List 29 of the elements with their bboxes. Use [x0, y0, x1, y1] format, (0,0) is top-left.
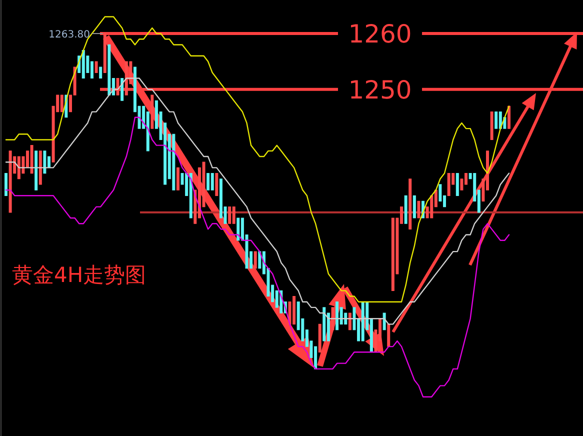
line-series [5, 16, 510, 302]
candlestick [404, 195, 408, 224]
annotation: 1263.80 [48, 30, 90, 41]
y-tick-label: 1260 [348, 20, 412, 49]
candlestick [490, 111, 494, 140]
line-series [5, 116, 510, 398]
candlestick [150, 94, 154, 129]
candlestick [412, 195, 416, 218]
candlestick [456, 172, 459, 196]
line-series [5, 78, 510, 325]
candlestick [408, 178, 412, 230]
candlestick [60, 94, 64, 112]
candlestick [215, 172, 218, 196]
candlestick [232, 206, 236, 224]
candlestick [447, 172, 450, 196]
candlestick [228, 206, 232, 224]
candlestick [210, 172, 214, 190]
candlestick [417, 200, 420, 218]
candlestick [494, 111, 498, 129]
candlestick [318, 324, 322, 352]
text: 黄金4H走势图 [12, 263, 146, 287]
candlestick [254, 251, 257, 269]
candlestick [391, 218, 394, 291]
candlestick [176, 167, 180, 190]
candlestick [99, 66, 102, 79]
candlestick [331, 307, 334, 330]
y-tick-label: 1250 [348, 75, 412, 104]
candlestick [206, 172, 210, 190]
candlestick [94, 61, 98, 73]
